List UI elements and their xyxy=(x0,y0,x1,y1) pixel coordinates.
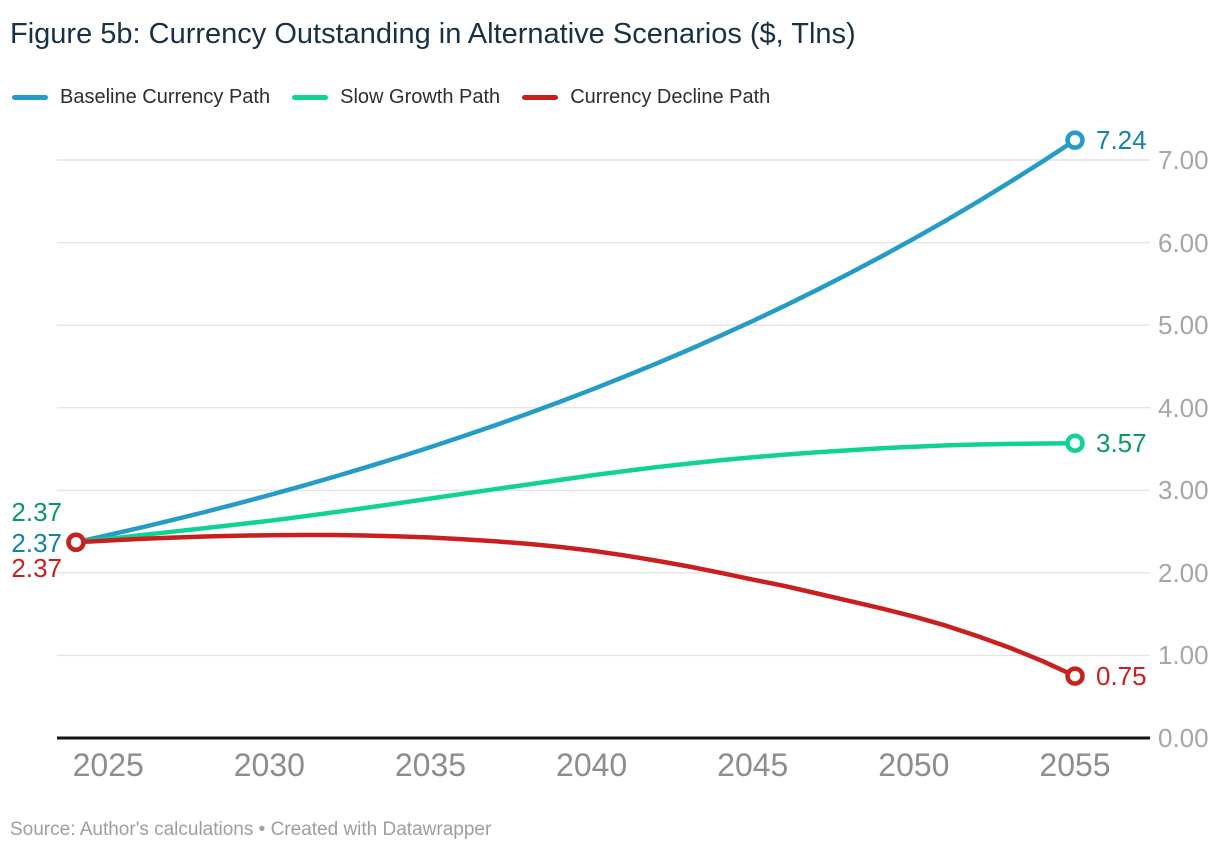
y-axis-label: 0.00 xyxy=(1158,723,1209,753)
x-axis-label: 2045 xyxy=(717,747,789,783)
legend-swatch-decline-icon xyxy=(522,95,559,100)
y-axis-label: 7.00 xyxy=(1158,145,1209,175)
start-marker-2 xyxy=(66,532,86,553)
x-axis-label: 2030 xyxy=(233,747,305,783)
legend-item-baseline: Baseline Currency Path xyxy=(12,86,270,109)
x-axis-label: 2025 xyxy=(72,747,144,783)
legend-label-decline: Currency Decline Path xyxy=(570,86,771,108)
end-marker-2 xyxy=(1065,666,1085,686)
value-label-end-2: 0.75 xyxy=(1096,661,1147,692)
legend-item-slow-growth: Slow Growth Path xyxy=(292,86,500,109)
legend-label-slow-growth: Slow Growth Path xyxy=(340,86,501,108)
legend-item-decline: Currency Decline Path xyxy=(522,86,770,109)
y-axis-label: 2.00 xyxy=(1158,557,1209,588)
value-label-start-0: 2.37 xyxy=(11,528,62,559)
legend-swatch-slow-growth-icon xyxy=(292,95,329,100)
end-marker-1 xyxy=(1065,433,1085,453)
x-axis-label: 2035 xyxy=(394,747,467,783)
legend-swatch-baseline-icon xyxy=(12,95,48,100)
value-label-start-2: 2.37 xyxy=(11,553,62,584)
series-line-2 xyxy=(73,532,1078,679)
x-axis-label: 2050 xyxy=(878,747,950,783)
x-axis-label: 2040 xyxy=(556,747,628,783)
value-label-end-1: 3.57 xyxy=(1096,428,1147,459)
y-axis-label: 6.00 xyxy=(1158,227,1209,258)
end-marker-0 xyxy=(1065,130,1085,150)
series-line-1 xyxy=(73,440,1078,545)
series-line-0 xyxy=(73,137,1078,545)
source-note: Source: Author's calculations • Created … xyxy=(10,819,492,840)
y-axis-label: 3.00 xyxy=(1158,475,1209,506)
legend-label-baseline: Baseline Currency Path xyxy=(60,86,271,108)
y-axis-label: 4.00 xyxy=(1158,392,1209,423)
value-label-start-1: 2.37 xyxy=(11,497,62,528)
x-axis-label: 2055 xyxy=(1039,747,1111,783)
chart-title: Figure 5b: Currency Outstanding in Alter… xyxy=(10,18,856,50)
value-label-end-0: 7.24 xyxy=(1096,125,1147,156)
y-axis-label: 1.00 xyxy=(1158,640,1209,671)
y-axis-label: 5.00 xyxy=(1158,310,1209,341)
legend: Baseline Currency Path Slow Growth Path … xyxy=(12,86,770,109)
